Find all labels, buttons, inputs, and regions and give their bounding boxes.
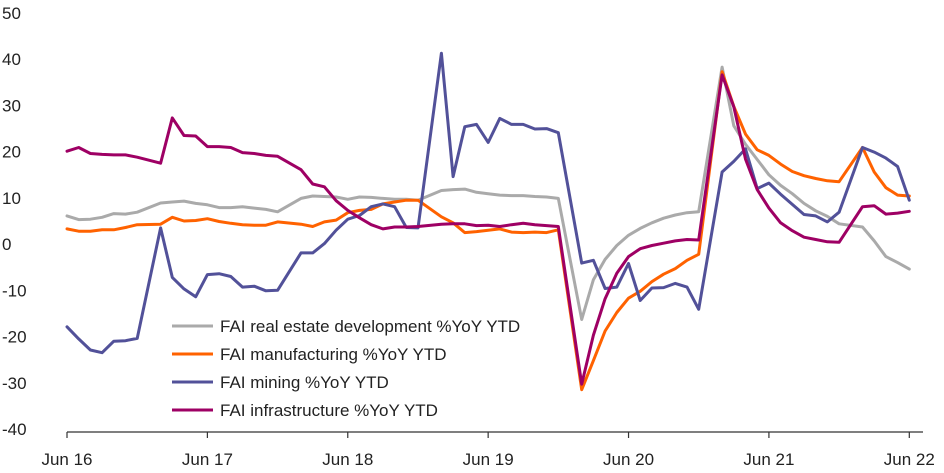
legend-label: FAI mining %YoY YTD — [220, 373, 389, 392]
legend-item-background — [166, 398, 488, 422]
legend-item: FAI manufacturing %YoY YTD — [166, 342, 488, 366]
series-line-fai-mining — [65, 51, 911, 355]
x-tick-label: Jun 20 — [603, 450, 654, 469]
x-tick-label: Jun 17 — [182, 450, 233, 469]
y-tick-label: -10 — [2, 281, 27, 300]
y-tick-label: 30 — [2, 96, 21, 115]
legend-item: FAI mining %YoY YTD — [166, 370, 488, 394]
legend-item-background — [166, 370, 488, 394]
y-tick-label: 20 — [2, 143, 21, 162]
y-tick-label: -40 — [2, 420, 27, 439]
legend: FAI real estate development %YoY YTD FAI … — [166, 314, 520, 422]
x-tick-label: Jun 19 — [463, 450, 514, 469]
legend-label: FAI infrastructure %YoY YTD — [220, 401, 438, 420]
y-tick-label: 50 — [2, 4, 21, 23]
legend-item-background — [166, 314, 488, 338]
series-lines — [65, 51, 911, 392]
series-line-fai-manufacturing — [65, 70, 911, 392]
y-tick-label: 10 — [2, 189, 21, 208]
x-axis: Jun 16 Jun 17 Jun 18 Jun 19 Jun 20 Jun 21 Jun … — [41, 431, 935, 469]
legend-label: FAI manufacturing %YoY YTD — [220, 345, 446, 364]
series-line-fai-infrastructure — [65, 73, 911, 386]
legend-item: FAI infrastructure %YoY YTD — [166, 398, 488, 422]
x-tick-label: Jun 18 — [322, 450, 373, 469]
y-tick-label: -30 — [2, 374, 27, 393]
y-tick-label: -20 — [2, 328, 27, 347]
series-line-fai-real-estate-development — [65, 65, 911, 321]
legend-item: FAI real estate development %YoY YTD — [166, 314, 520, 338]
legend-item-background — [166, 342, 488, 366]
y-tick-label: 40 — [2, 50, 21, 69]
y-tick-label: 0 — [2, 235, 11, 254]
legend-label: FAI real estate development %YoY YTD — [220, 317, 520, 336]
y-axis-tick-labels: -40 -30 -20 -10 0 10 20 30 40 50 — [2, 4, 27, 439]
x-tick-label: Jun 22 — [884, 450, 935, 469]
x-tick-label: Jun 16 — [41, 450, 92, 469]
x-tick-label: Jun 21 — [743, 450, 794, 469]
